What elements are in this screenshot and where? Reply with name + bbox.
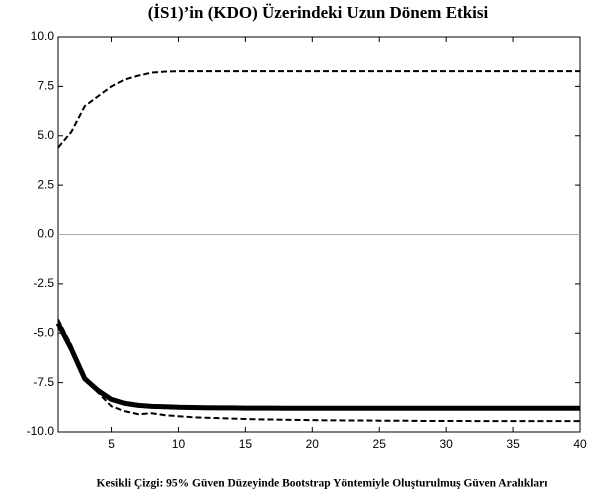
chart-title: (İS1)’in (KDO) Üzerindeki Uzun Dönem Etk… <box>148 3 489 22</box>
caption: Kesikli Çizgi: 95% Güven Düzeyinde Boots… <box>97 478 549 490</box>
y-tick-label: 2.5 <box>37 177 54 191</box>
y-tick-label: -5.0 <box>33 325 54 339</box>
x-tick-label: 35 <box>506 437 520 451</box>
y-tick-label: 5.0 <box>37 128 54 142</box>
x-tick-label: 5 <box>108 437 115 451</box>
y-tick-label: 7.5 <box>37 79 54 93</box>
y-tick-label: 10.0 <box>31 29 55 43</box>
series-line <box>57 318 580 423</box>
x-tick-label: 40 <box>573 437 587 451</box>
x-tick-label: 25 <box>373 437 387 451</box>
series-line <box>57 70 580 149</box>
y-tick-label: -7.5 <box>33 375 54 389</box>
series-line <box>55 322 580 411</box>
y-tick-label: 0.0 <box>37 227 54 241</box>
y-tick-label: -10.0 <box>27 424 55 438</box>
x-tick-label: 20 <box>306 437 320 451</box>
y-tick-label: -2.5 <box>33 276 54 290</box>
x-tick-label: 10 <box>172 437 186 451</box>
x-tick-label: 15 <box>239 437 253 451</box>
x-tick-label: 30 <box>439 437 453 451</box>
